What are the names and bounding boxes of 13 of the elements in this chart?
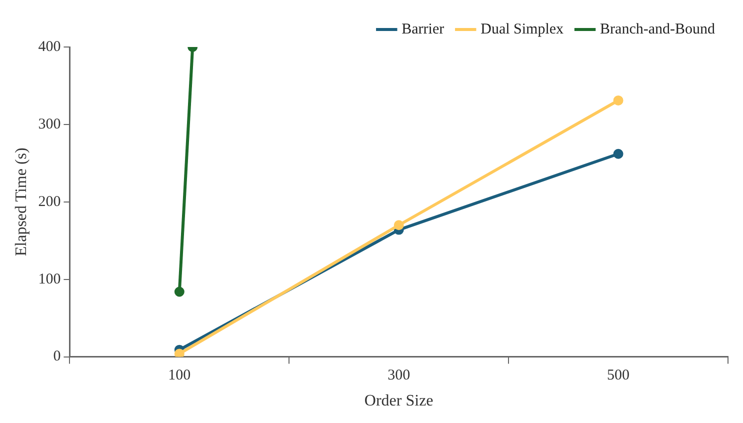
legend-label: Barrier xyxy=(402,21,444,38)
y-tick-label: 300 xyxy=(38,116,61,132)
y-tick-label: 200 xyxy=(38,194,61,210)
legend-label: Branch-and-Bound xyxy=(600,21,716,38)
y-tick-label: 100 xyxy=(38,271,61,288)
x-tick-label: 500 xyxy=(607,368,630,384)
y-tick-label: 400 xyxy=(38,38,61,55)
legend-label: Dual Simplex xyxy=(480,21,564,38)
x-tick-label: 100 xyxy=(168,368,191,384)
y-tick-label: 0 xyxy=(53,348,61,365)
x-tick-label: 300 xyxy=(388,368,410,384)
y-axis-title: Elapsed Time (s) xyxy=(12,148,30,256)
x-axis-title: Order Size xyxy=(364,392,434,410)
